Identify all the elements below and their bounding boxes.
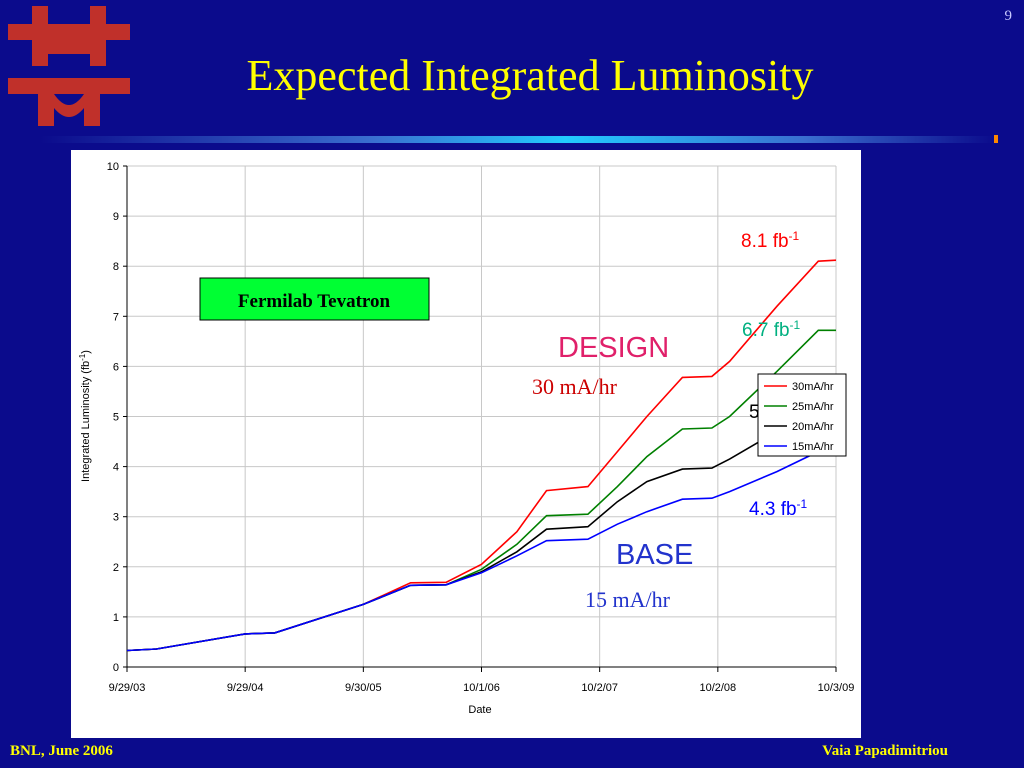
y-tick-label: 0 (113, 662, 119, 674)
page-number: 9 (1004, 8, 1013, 24)
legend-entry: 30mA/hr (792, 381, 834, 393)
design-label: DESIGN (558, 332, 669, 364)
title-divider-accent (994, 135, 998, 143)
chart-axes (123, 165, 837, 672)
y-tick-label: 8 (113, 261, 119, 273)
x-tick-label: 9/30/05 (345, 682, 382, 694)
tevatron-label-box: Fermilab Tevatron (199, 277, 430, 321)
y-tick-label: 2 (113, 562, 119, 574)
legend-entry: 20mA/hr (792, 421, 834, 433)
legend-entry: 25mA/hr (792, 401, 834, 413)
footer-right: Vaia Papadimitriou (822, 743, 948, 759)
series-line-15mA-hr (126, 450, 836, 652)
design-rate-label: 30 mA/hr (532, 374, 618, 399)
final-value-label: 6.7 fb-1 (742, 318, 801, 341)
chart-legend: 30mA/hr 25mA/hr 20mA/hr 15mA/hr (757, 373, 847, 457)
chart-series (126, 259, 837, 652)
final-value-label: 4.3 fb-1 (749, 497, 808, 520)
x-tick-label: 10/1/06 (463, 682, 500, 694)
footer-left: BNL, June 2006 (10, 743, 113, 759)
y-tick-label: 1 (113, 612, 119, 624)
tevatron-label: Fermilab Tevatron (238, 291, 391, 312)
y-tick-labels: 0 1 2 3 4 5 6 7 8 9 10 (107, 161, 119, 674)
y-tick-label: 10 (107, 161, 119, 173)
y-tick-label: 5 (113, 412, 119, 424)
x-axis-label: Date (468, 704, 491, 716)
final-value-label: 8.1 fb-1 (741, 229, 800, 252)
base-label: BASE (616, 539, 693, 571)
x-tick-label: 10/3/09 (818, 682, 855, 694)
x-tick-labels: 9/29/03 9/29/04 9/30/05 10/1/06 10/2/07 10/2/… (109, 682, 855, 694)
base-rate-label: 15 mA/hr (585, 587, 671, 612)
title-divider (40, 136, 995, 143)
y-tick-label: 3 (113, 512, 119, 524)
y-axis-label: Integrated Luminosity (fb-1) (78, 350, 92, 482)
x-tick-label: 10/2/07 (581, 682, 618, 694)
slide-title: Expected Integrated Luminosity (246, 51, 814, 100)
x-tick-label: 9/29/03 (109, 682, 146, 694)
luminosity-chart: 0 1 2 3 4 5 6 7 8 9 10 9/29/03 9/29/04 9/30/05 10/1/0… (78, 161, 855, 716)
x-tick-label: 9/29/04 (227, 682, 264, 694)
y-tick-label: 4 (113, 462, 119, 474)
chart-panel: 0 1 2 3 4 5 6 7 8 9 10 9/29/03 9/29/04 9/30/05 10/1/0… (71, 150, 861, 738)
y-tick-label: 6 (113, 361, 119, 373)
fermilab-logo-icon (8, 6, 130, 126)
y-tick-label: 7 (113, 311, 119, 323)
x-tick-label: 10/2/08 (699, 682, 736, 694)
y-tick-label: 9 (113, 211, 119, 223)
legend-entry: 15mA/hr (792, 441, 834, 453)
